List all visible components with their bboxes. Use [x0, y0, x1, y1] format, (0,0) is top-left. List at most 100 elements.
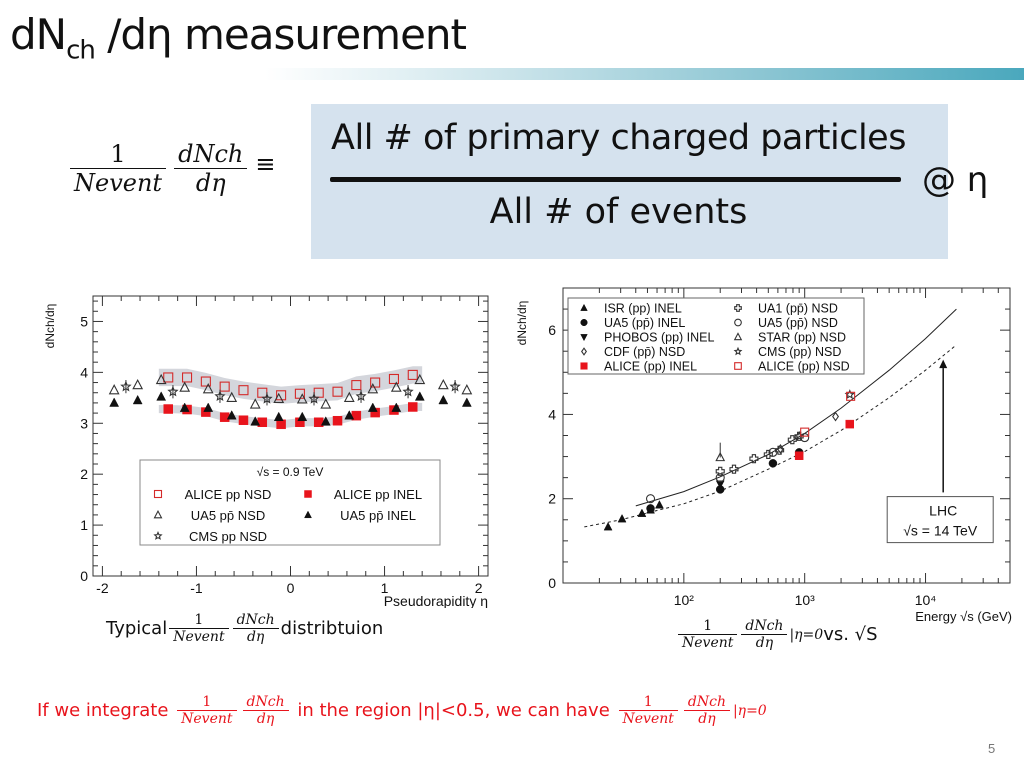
data-point	[794, 451, 804, 460]
y-tick-label: 6	[548, 322, 556, 338]
x-tick-label: 10³	[795, 592, 816, 608]
data-point	[729, 464, 739, 474]
fraction-dnch-deta: dNch dη	[232, 612, 279, 645]
data-point	[320, 416, 331, 426]
legend-label: STAR (pp) NSD	[758, 331, 846, 345]
data-point	[167, 385, 179, 397]
data-point	[763, 449, 773, 460]
series-cms-pp-nsd	[120, 380, 461, 406]
fraction-bar	[177, 710, 237, 711]
data-point	[715, 451, 726, 462]
denominator: dη	[755, 635, 774, 651]
equiv-symbol: ≡	[255, 149, 276, 178]
data-point	[308, 392, 320, 404]
data-point	[226, 410, 237, 420]
data-point	[181, 372, 193, 383]
data-point	[408, 402, 418, 412]
numerator: dNch	[687, 694, 726, 710]
data-point	[794, 430, 805, 441]
data-point	[273, 411, 284, 422]
legend-label: CMS (pp) NSD	[758, 345, 841, 359]
x-tick-label: 10⁴	[915, 592, 937, 608]
data-point	[203, 402, 214, 412]
y-tick-label: 0	[80, 568, 88, 584]
at-eta-label: @ η	[922, 160, 989, 200]
numerator: 1	[643, 694, 653, 710]
series-cdf-pp-nsd	[776, 411, 840, 454]
data-point	[250, 416, 261, 426]
data-point	[156, 391, 167, 401]
denominator: Nevent	[181, 711, 233, 727]
data-point	[351, 380, 362, 391]
fraction-dnch-deta: dNch dη	[174, 140, 248, 197]
legend-marker	[153, 489, 163, 499]
series-ua1-pp-nsd	[715, 431, 804, 476]
data-point	[343, 391, 355, 402]
data-point	[226, 391, 238, 402]
data-point	[637, 508, 647, 517]
lhc-annotation-box	[886, 496, 994, 544]
fraction-one-over-nevent: 1 Nevent	[678, 618, 738, 651]
right-chart-caption: 1 Nevent dNch dη |η=0 vs. √S	[676, 618, 878, 651]
data-point	[179, 381, 191, 392]
data-point	[845, 419, 855, 429]
data-point	[297, 411, 308, 422]
numerator: 1	[194, 612, 204, 628]
fraction-one-over-nevent: 1 Nevent	[70, 140, 167, 197]
data-point	[320, 398, 332, 409]
note-part2: in the region |η|<0.5, we can have	[291, 700, 616, 721]
data-point	[238, 385, 249, 396]
legend-box	[139, 459, 441, 546]
data-point	[645, 494, 656, 504]
y-tick-label: 0	[548, 575, 556, 591]
legend-label: UA5 (pp̄) INEL	[604, 316, 685, 330]
definition-fraction-line	[330, 177, 901, 182]
data-point	[367, 402, 378, 412]
legend-label: PHOBOS (pp) INEL	[604, 331, 714, 345]
data-point	[273, 392, 285, 403]
fraction-bar	[242, 710, 289, 711]
data-point	[832, 411, 840, 422]
legend-marker	[580, 334, 588, 342]
data-point	[715, 466, 725, 476]
numerator: dNch	[246, 694, 285, 710]
lhc-label: LHC	[929, 503, 957, 519]
fraction-bar	[683, 710, 730, 711]
data-point	[768, 447, 778, 457]
data-point	[655, 500, 664, 509]
data-point	[163, 372, 174, 383]
legend-label: ISR (pp) INEL	[604, 302, 682, 316]
data-point	[132, 378, 144, 390]
data-point	[163, 404, 173, 414]
fraction-one-over-nevent: 1 Nevent	[177, 694, 237, 727]
note-part1: If we integrate	[37, 700, 175, 721]
legend-marker	[153, 509, 163, 519]
fraction-bar	[232, 628, 279, 629]
legend-marker	[733, 332, 743, 341]
numerator: 1	[703, 618, 713, 634]
data-point	[414, 391, 425, 401]
numerator: 1	[202, 694, 212, 710]
legend-label: ALICE (pp) INEL	[604, 360, 697, 374]
data-point	[108, 384, 120, 395]
data-point	[438, 394, 449, 405]
x-axis-label: Pseudorapidity η	[384, 593, 488, 608]
data-point	[617, 514, 627, 523]
legend-label: CDF (pp̄) NSD	[604, 345, 685, 359]
data-point	[846, 391, 856, 401]
data-point	[332, 415, 343, 426]
integration-note: If we integrate 1 Nevent dNch dη in the …	[37, 694, 767, 727]
x-tick-label: 0	[287, 580, 295, 596]
denominator: Nevent	[682, 635, 734, 651]
numerator: dNch	[745, 618, 784, 634]
page-number: 5	[988, 741, 996, 756]
data-point	[332, 386, 343, 397]
title-gradient-bar	[265, 68, 1024, 80]
data-point	[461, 397, 472, 407]
definition-denominator: All # of events	[489, 192, 748, 232]
y-axis-label: dNch/dη	[43, 304, 57, 349]
legend-marker	[734, 318, 742, 327]
series-phobos-pp-inel	[715, 480, 725, 489]
denominator: dη	[256, 711, 275, 727]
